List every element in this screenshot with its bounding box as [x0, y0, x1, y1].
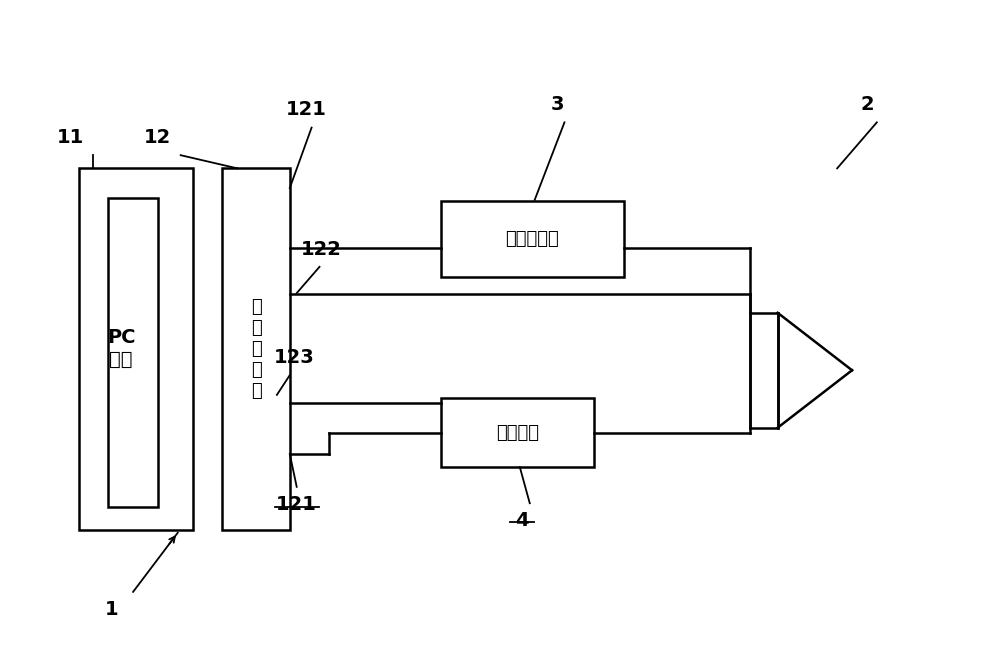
FancyBboxPatch shape: [108, 198, 158, 507]
Text: 122: 122: [301, 240, 342, 259]
Text: 12: 12: [144, 128, 172, 148]
Text: PC
终端: PC 终端: [107, 329, 135, 370]
Text: 功率放大器: 功率放大器: [505, 230, 559, 248]
Text: 121: 121: [276, 495, 317, 514]
Text: 数
据
采
集
卡: 数 据 采 集 卡: [251, 299, 261, 400]
Text: 4: 4: [515, 511, 529, 530]
FancyBboxPatch shape: [441, 398, 594, 467]
Text: 2: 2: [860, 96, 874, 114]
Text: 123: 123: [273, 348, 314, 367]
Text: 11: 11: [57, 128, 84, 148]
FancyBboxPatch shape: [222, 168, 290, 529]
Text: 采样电阻: 采样电阻: [496, 424, 539, 442]
Text: 121: 121: [286, 100, 327, 119]
FancyBboxPatch shape: [750, 313, 778, 428]
FancyBboxPatch shape: [79, 168, 193, 529]
Text: 1: 1: [104, 600, 118, 619]
FancyBboxPatch shape: [441, 201, 624, 277]
Text: 3: 3: [551, 96, 564, 114]
